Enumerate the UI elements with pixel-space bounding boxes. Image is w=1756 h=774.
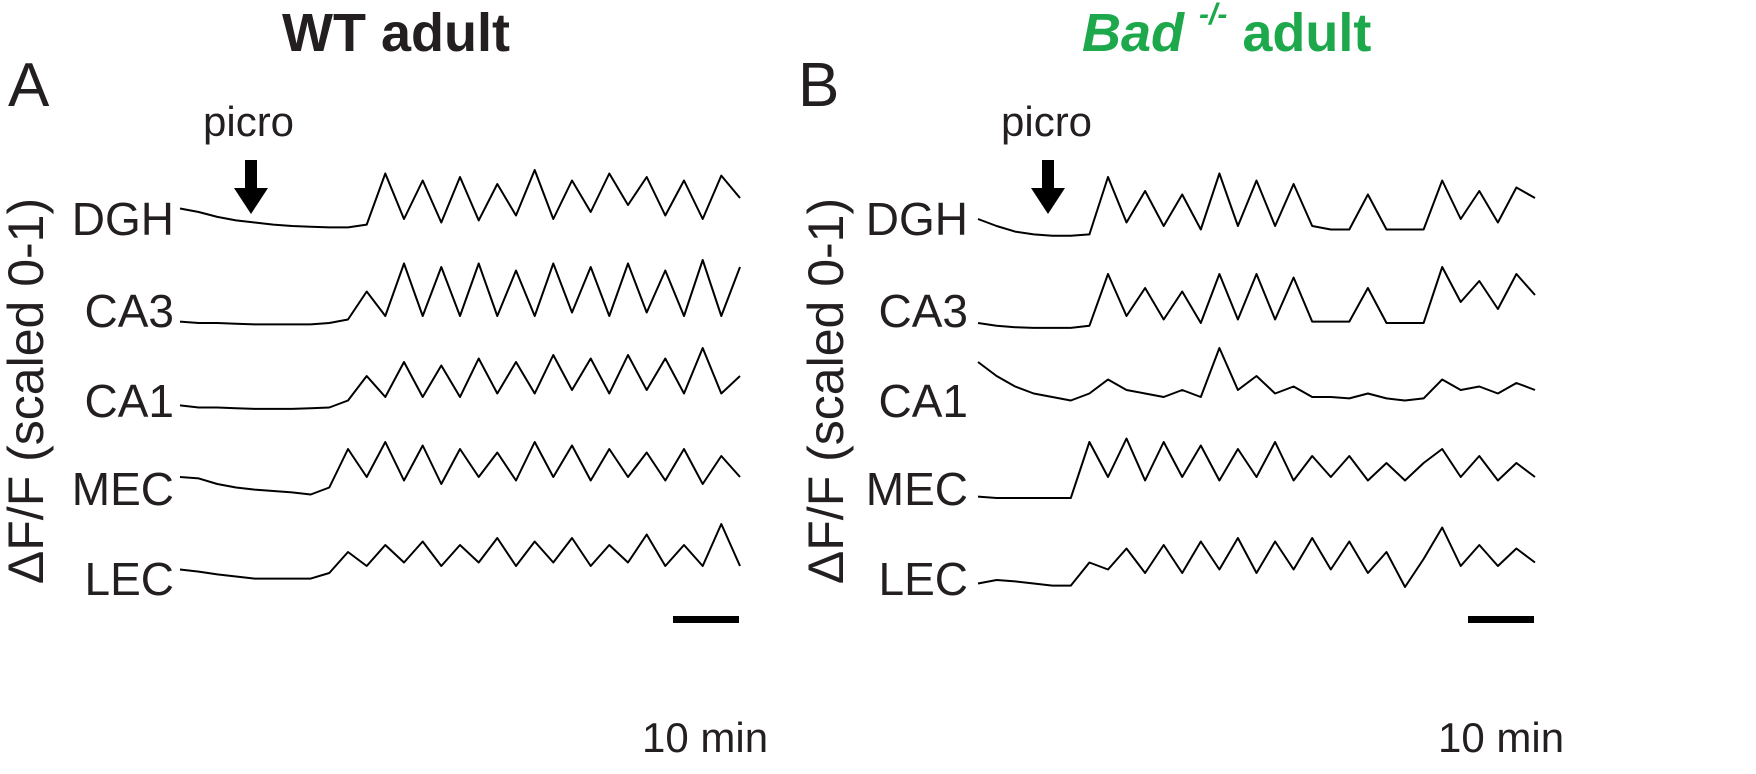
panel-b-label-dgh: DGH bbox=[865, 193, 968, 245]
panel-b-title-genotype: Bad bbox=[1082, 3, 1185, 63]
panel-a-trace-lec bbox=[179, 523, 741, 580]
panel-b-letter: B bbox=[798, 51, 840, 120]
panel-b-trace-mec bbox=[977, 437, 1536, 499]
trace-layer bbox=[179, 169, 1536, 588]
panel-b-trace-ca1 bbox=[977, 347, 1536, 402]
panel-a-trace-ca1 bbox=[179, 347, 741, 410]
panel-b-label-lec: LEC bbox=[878, 553, 968, 605]
panel-a-label-lec: LEC bbox=[84, 553, 174, 605]
panel-b-trace-lec bbox=[977, 526, 1536, 588]
panel-a-scalebar bbox=[673, 616, 739, 623]
panel-b-scalebar-label: 10 min bbox=[1438, 714, 1565, 761]
panel-a-picro-label: picro bbox=[203, 98, 295, 145]
panel-a-label-dgh: DGH bbox=[71, 193, 174, 245]
panel-b-scalebar bbox=[1468, 616, 1534, 623]
panel-a-picro-arrow bbox=[234, 160, 268, 214]
panel-a-scalebar-label: 10 min bbox=[642, 714, 769, 761]
panel-b-picro-label: picro bbox=[1001, 98, 1093, 145]
panel-b-label-ca1: CA1 bbox=[878, 375, 968, 427]
panel-a-trace-dgh bbox=[179, 169, 741, 229]
panel-b-trace-ca3 bbox=[977, 266, 1536, 329]
panel-b-title-rest: adult bbox=[1242, 3, 1372, 63]
panel-b-title-superscript: -/- bbox=[1199, 0, 1228, 31]
panel-a-trace-ca3 bbox=[179, 259, 741, 326]
panel-a-letter: A bbox=[8, 51, 50, 120]
panel-a-label-mec: MEC bbox=[71, 463, 174, 515]
panel-b-trace-dgh bbox=[977, 172, 1536, 237]
panel-a-trace-mec bbox=[179, 441, 741, 496]
panel-a-title: WT adult bbox=[282, 3, 510, 63]
panel-a-label-ca3: CA3 bbox=[84, 285, 174, 337]
panel-b-title: Bad -/- adult bbox=[1082, 0, 1372, 64]
panel-b-label-ca3: CA3 bbox=[878, 285, 968, 337]
panel-b-picro-arrow bbox=[1031, 160, 1065, 214]
panel-a-label-ca1: CA1 bbox=[84, 375, 174, 427]
panel-b-label-mec: MEC bbox=[865, 463, 968, 515]
